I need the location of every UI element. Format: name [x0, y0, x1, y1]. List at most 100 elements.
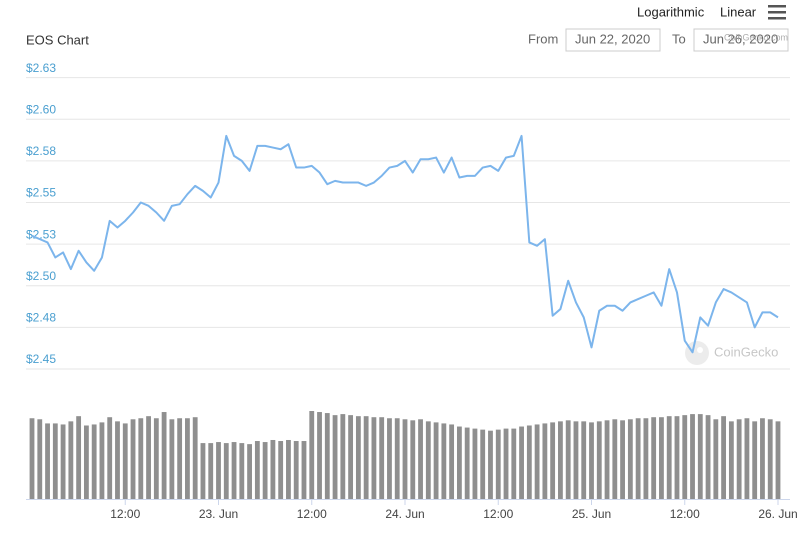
- log-option[interactable]: Logarithmic: [637, 4, 705, 19]
- from-date: Jun 22, 2020: [575, 31, 650, 46]
- watermark-logo-eye: [697, 347, 703, 353]
- volume-bar: [37, 419, 43, 499]
- volume-bar: [503, 428, 509, 499]
- volume-bar: [433, 422, 439, 499]
- to-label: To: [672, 31, 686, 46]
- volume-bar: [332, 415, 338, 499]
- volume-bar: [775, 421, 781, 499]
- menu-bar: [768, 5, 786, 8]
- y-tick-label: $2.53: [26, 227, 56, 241]
- volume-bar: [99, 422, 105, 499]
- volume-bar: [185, 418, 190, 499]
- x-tick-label: 12:00: [670, 507, 700, 521]
- volume-bar: [379, 417, 385, 499]
- x-tick-label: 24. Jun: [385, 507, 424, 521]
- volume-bar: [705, 415, 711, 499]
- y-tick-label: $2.58: [26, 144, 56, 158]
- watermark: CoinGecko: [685, 341, 778, 365]
- volume-bar: [223, 443, 229, 499]
- x-tick-label: 12:00: [483, 507, 513, 521]
- y-tick-label: $2.48: [26, 311, 56, 325]
- volume-bar: [464, 427, 470, 499]
- volume-bar: [643, 418, 649, 499]
- volume-bar: [340, 414, 346, 499]
- menu-icon[interactable]: [768, 5, 786, 20]
- volume-bar: [472, 428, 478, 499]
- volume-bar: [394, 418, 400, 499]
- volume-bar: [83, 425, 89, 499]
- volume-bar: [293, 441, 299, 499]
- volume-bar: [573, 421, 579, 499]
- volume-bar: [107, 417, 113, 499]
- volume-bar: [130, 419, 136, 499]
- volume-bar: [200, 443, 206, 499]
- volume-bar: [534, 424, 540, 499]
- volume-bar: [29, 418, 35, 499]
- volume-bar: [690, 414, 695, 499]
- volume-bar: [60, 424, 66, 499]
- volume-bar: [286, 439, 291, 499]
- volume-bar: [612, 419, 618, 499]
- y-tick-label: $2.63: [26, 61, 56, 75]
- volume-bar: [410, 420, 416, 499]
- volume-bar: [596, 421, 602, 499]
- volume-bar: [713, 419, 719, 499]
- volume-bar: [728, 421, 734, 499]
- volume-bar: [627, 419, 633, 499]
- volume-bar: [76, 416, 82, 499]
- volume-bar: [402, 419, 408, 499]
- volume-bar: [122, 423, 128, 499]
- volume-bar: [169, 419, 175, 499]
- volume-bar: [659, 417, 664, 499]
- volume-bar: [752, 421, 758, 499]
- volume-bar: [309, 411, 315, 499]
- x-tick-label: 25. Jun: [572, 507, 611, 521]
- volume-bar: [425, 421, 431, 499]
- watermark-text: CoinGecko: [714, 344, 778, 359]
- watermark-logo: [685, 341, 709, 365]
- price-line: [31, 134, 779, 354]
- volume-bar: [192, 417, 198, 499]
- volume-bar: [146, 416, 151, 499]
- y-tick-label: $2.50: [26, 269, 56, 283]
- chart-title: EOS Chart: [26, 32, 89, 47]
- volume-bar: [418, 419, 423, 499]
- volume-bar: [581, 421, 587, 499]
- volume-bar: [68, 421, 74, 499]
- volume-bar: [161, 412, 167, 499]
- volume-bar: [682, 415, 688, 499]
- volume-bar: [488, 430, 493, 499]
- volume-bar: [721, 416, 727, 499]
- x-tick-label: 12:00: [297, 507, 327, 521]
- volume-bar: [697, 414, 703, 499]
- volume-bar: [760, 418, 765, 499]
- menu-bar: [768, 11, 786, 14]
- volume-bar: [239, 443, 245, 499]
- volume-bar: [115, 421, 120, 499]
- volume-bar: [138, 418, 144, 499]
- volume-bar: [45, 423, 50, 499]
- linear-option[interactable]: Linear: [720, 4, 757, 19]
- volume-bar: [542, 423, 548, 499]
- volume-bar: [52, 423, 58, 499]
- to-input[interactable]: [693, 28, 789, 52]
- y-tick-label: $2.60: [26, 102, 56, 116]
- volume-bar: [324, 413, 330, 499]
- volume-bar: [441, 423, 447, 499]
- volume-bar: [495, 429, 501, 499]
- volume-bar: [604, 420, 610, 499]
- volume-bar: [511, 428, 517, 499]
- x-tick-label: 23. Jun: [199, 507, 238, 521]
- volume-bar: [387, 418, 392, 499]
- volume-bar: [526, 425, 532, 499]
- volume-bar: [254, 441, 260, 499]
- y-tick-label: $2.55: [26, 186, 56, 200]
- volume-bar: [744, 418, 750, 499]
- from-input[interactable]: [565, 28, 661, 52]
- volume-bar: [278, 441, 284, 499]
- volume-bar: [355, 416, 361, 499]
- volume-bar: [674, 416, 680, 499]
- volume-bar: [736, 419, 742, 499]
- volume-bar: [550, 422, 556, 499]
